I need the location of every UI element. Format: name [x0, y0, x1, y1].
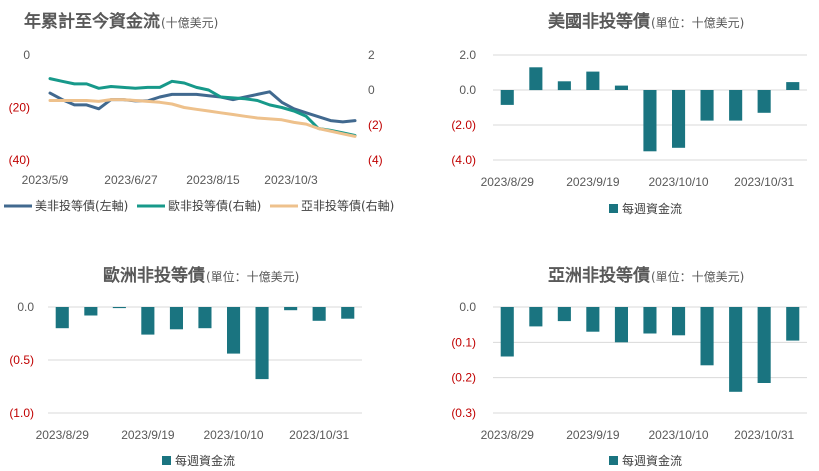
bar	[757, 90, 771, 113]
y-right-tick-label: 2	[368, 48, 375, 62]
bar	[643, 90, 657, 152]
x-tick-label: 2023/10/10	[649, 175, 709, 189]
chart-title: 美國非投等債	[548, 11, 650, 32]
y-tick-label: 2.0	[459, 48, 476, 62]
y-tick-label: 0.0	[17, 300, 34, 314]
x-tick-label: 2023/10/31	[734, 175, 794, 189]
legend-swatch	[609, 204, 618, 213]
x-tick-label: 2023/9/19	[566, 428, 620, 442]
legend-label: 每週資金流	[175, 453, 235, 468]
y-left-tick-label: 0	[23, 48, 30, 62]
bar	[786, 307, 800, 341]
ytd-line-chart: 年累計至今資金流 (十億美元) 0 (20) (40) 2 0 (2) (4) 2023/5/…	[4, 11, 394, 213]
bar	[341, 307, 355, 319]
y-right-tick-label: 0	[368, 83, 375, 97]
x-tick-label: 2023/10/31	[734, 428, 794, 442]
bar	[586, 71, 600, 90]
y-tick-label: (0.5)	[9, 353, 34, 367]
bar	[700, 90, 714, 121]
bar	[227, 307, 241, 354]
bar	[643, 307, 657, 334]
europe-bar-chart: 歐洲非投等債 (單位：十億美元) 0.0 (0.5) (1.0)2023/8/29 2…	[9, 265, 362, 468]
bar	[312, 307, 326, 321]
legend-label: 每週資金流	[622, 201, 682, 216]
chart-subtitle: (單位：十億美元)	[651, 269, 744, 284]
series-line-europe	[48, 77, 357, 137]
bar	[500, 307, 514, 357]
bar	[614, 307, 628, 343]
bar	[786, 82, 800, 90]
y-tick-label: (4.0)	[451, 153, 476, 167]
bar	[529, 307, 543, 327]
x-tick-label: 2023/10/10	[649, 428, 709, 442]
y-tick-label: (2.0)	[451, 118, 476, 132]
series-line-us	[48, 90, 357, 124]
bar	[700, 307, 714, 366]
series-line-asia	[48, 98, 357, 138]
bar	[84, 307, 98, 316]
legend-swatch	[609, 456, 618, 465]
bar	[169, 307, 183, 330]
y-tick-label: 0.0	[459, 300, 476, 314]
y-tick-label: (0.3)	[451, 406, 476, 420]
bar	[614, 85, 628, 90]
bar	[586, 307, 600, 332]
y-tick-label: (0.1)	[451, 335, 476, 349]
bar	[757, 307, 771, 383]
bar	[672, 90, 686, 148]
y-left-tick-label: (20)	[9, 101, 30, 115]
bar	[141, 307, 155, 335]
x-tick-label: 2023/10/3	[264, 173, 318, 187]
bar	[112, 307, 126, 309]
chart-title: 亞洲非投等債	[548, 265, 650, 286]
bar	[55, 307, 69, 329]
bar	[729, 90, 743, 121]
bar	[557, 81, 571, 91]
bar	[672, 307, 686, 336]
chart-subtitle: (單位：十億美元)	[206, 269, 299, 284]
legend-swatch	[162, 456, 171, 465]
x-tick-label: 2023/9/19	[566, 175, 620, 189]
x-tick-label: 2023/8/29	[481, 175, 535, 189]
x-tick-label: 2023/8/15	[186, 173, 240, 187]
legend-label: 亞非投等債(右軸)	[301, 198, 394, 213]
y-tick-label: (1.0)	[9, 406, 34, 420]
bar	[284, 307, 298, 311]
bar	[255, 307, 269, 380]
y-right-tick-label: (2)	[368, 118, 383, 132]
bar	[198, 307, 212, 329]
x-tick-label: 2023/8/29	[481, 428, 535, 442]
y-tick-label: 0.0	[459, 83, 476, 97]
chart-title: 歐洲非投等債	[103, 265, 205, 286]
x-tick-label: 2023/10/10	[204, 428, 264, 442]
bar	[557, 307, 571, 322]
chart-subtitle: (單位：十億美元)	[651, 15, 744, 30]
legend-label: 歐非投等債(右軸)	[168, 198, 261, 213]
legend-label: 每週資金流	[622, 453, 682, 468]
legend-label: 美非投等債(左軸)	[35, 198, 128, 213]
x-tick-label: 2023/10/31	[289, 428, 349, 442]
y-left-tick-label: (40)	[9, 153, 30, 167]
y-right-tick-label: (4)	[368, 153, 383, 167]
x-tick-label: 2023/5/9	[22, 173, 69, 187]
chart-title: 年累計至今資金流	[24, 11, 160, 32]
asia-bar-chart: 亞洲非投等債 (單位：十億美元) 0.0 (0.1) (0.2) (0.3) 2023/…	[451, 265, 807, 468]
x-tick-label: 2023/8/29	[36, 428, 90, 442]
bar	[500, 90, 514, 105]
bar	[729, 307, 743, 392]
chart-subtitle: (十億美元)	[161, 16, 218, 30]
x-tick-label: 2023/6/27	[104, 173, 158, 187]
y-tick-label: (0.2)	[451, 371, 476, 385]
x-tick-label: 2023/9/19	[121, 428, 175, 442]
us-bar-chart: 美國非投等債 (單位：十億美元) 2.0 0.0 (2.0) (4.0) 2023/8/…	[451, 11, 807, 216]
bar	[529, 67, 543, 91]
